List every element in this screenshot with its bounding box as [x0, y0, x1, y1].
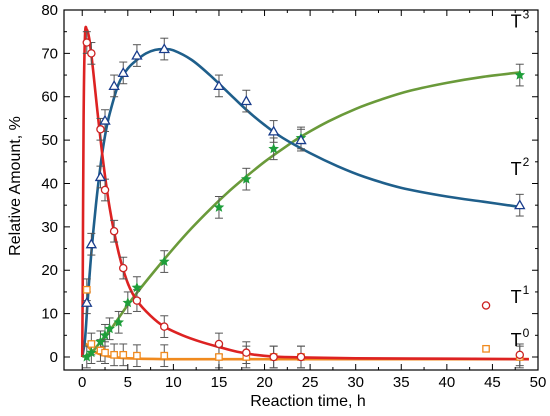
series-label-sup: 2: [523, 155, 530, 169]
data-point-t2: [213, 79, 225, 91]
y-tick-label: 40: [41, 175, 58, 192]
series-label-sup: 0: [523, 326, 530, 340]
plot-frame: [63, 9, 539, 371]
y-tick-label: 30: [41, 219, 58, 236]
data-point-t1: [96, 125, 105, 134]
y-axis-title: Relative Amount, %: [7, 116, 24, 256]
data-point-t2: [295, 134, 307, 145]
data-point-t0: [87, 340, 96, 348]
y-tick-label: 80: [41, 2, 58, 19]
series-labels: T 3T 2T 1T 0: [481, 7, 530, 353]
y-tick-label: 50: [41, 132, 58, 149]
data-point-t3: [240, 173, 252, 184]
data-point-t1: [296, 352, 306, 362]
data-point-t3: [514, 69, 526, 80]
x-tick-label: 50: [530, 374, 547, 391]
data-point-t0: [101, 348, 109, 357]
x-tick-label: 0: [78, 374, 86, 391]
x-tick-label: 35: [393, 374, 410, 391]
legend-marker-t1: [481, 301, 491, 310]
data-point-t2: [99, 114, 111, 125]
data-point-t0: [110, 350, 118, 359]
data-point-t1: [515, 350, 525, 360]
y-tick-label: 20: [41, 262, 58, 279]
data-point-t3: [95, 336, 106, 347]
x-tick-label: 45: [484, 374, 501, 391]
data-point-t1: [242, 348, 251, 357]
series-label-t2: T: [511, 159, 522, 179]
y-tick-label: 10: [41, 306, 58, 323]
data-point-t0: [215, 353, 223, 361]
data-point-t2: [117, 66, 129, 77]
series-label-t1: T: [511, 287, 522, 307]
data-point-t0: [160, 351, 169, 360]
data-point-t1: [214, 339, 224, 349]
data-point-t3: [158, 255, 170, 267]
data-point-t1: [160, 322, 169, 331]
y-tick-label: 0: [50, 349, 58, 366]
data-point-t3: [113, 316, 125, 327]
data-point-t3: [86, 347, 97, 358]
data-point-t2: [108, 79, 120, 91]
x-tick-label: 5: [124, 374, 132, 391]
series-label-t3: T: [511, 11, 522, 31]
x-tick-label: 25: [302, 374, 319, 391]
data-point-t1: [269, 352, 278, 362]
data-point-t1: [119, 263, 128, 273]
data-point-t3: [131, 282, 143, 293]
data-point-t1: [109, 226, 119, 236]
data-point-t3: [213, 201, 225, 212]
data-point-t1: [100, 185, 110, 195]
y-tick-label: 60: [41, 89, 58, 106]
data-point-t2: [514, 199, 526, 210]
data-point-t3: [268, 143, 279, 154]
data-point-t2: [267, 125, 280, 136]
data-point-t3: [104, 323, 115, 334]
data-point-t0: [133, 351, 141, 360]
data-point-t2: [131, 49, 143, 60]
x-tick-label: 10: [165, 374, 182, 391]
series-line-t2: [80, 47, 520, 358]
data-point-t1: [132, 296, 142, 305]
data-point-t1: [87, 49, 96, 58]
data-point-t3: [122, 297, 134, 308]
x-axis-title: Reaction time, h: [250, 393, 366, 410]
x-tick-label: 40: [439, 374, 456, 391]
series-line-t1: [80, 25, 529, 361]
data-point-t3: [99, 329, 111, 340]
x-tick-label: 15: [211, 374, 228, 391]
plot-area: [63, 9, 539, 371]
data-point-t2: [158, 43, 170, 54]
data-point-t2: [81, 296, 93, 307]
data-point-t1: [82, 38, 92, 47]
curves: [80, 25, 529, 361]
x-tick-label: 30: [347, 374, 364, 391]
y-tick-label: 70: [41, 45, 58, 62]
series-label-sup: 3: [523, 7, 530, 21]
x-tick-label: 20: [256, 374, 273, 391]
data-point-t2: [94, 171, 107, 182]
markers: [81, 38, 526, 362]
data-point-t0: [82, 285, 91, 294]
data-point-t2: [240, 95, 253, 106]
data-point-t0: [119, 350, 128, 359]
series-label-sup: 1: [523, 283, 530, 297]
data-point-t2: [85, 238, 98, 249]
legend-marker-t0: [482, 344, 490, 353]
series-label-t0: T: [511, 330, 522, 350]
